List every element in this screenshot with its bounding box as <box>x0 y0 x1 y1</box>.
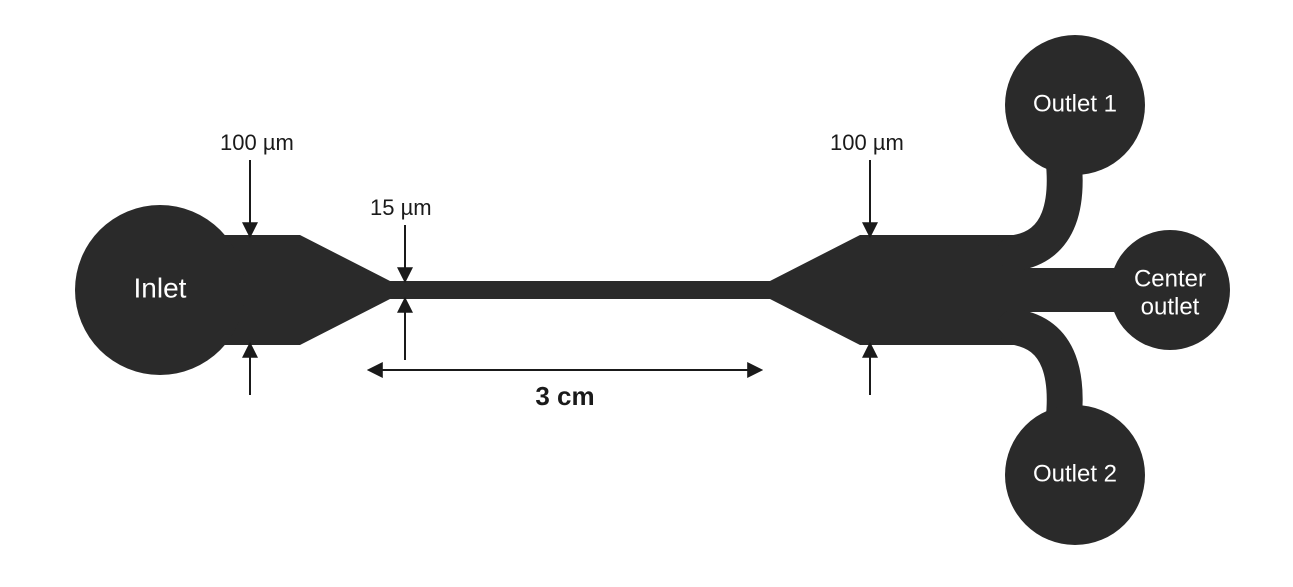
dim-left-width-label: 100 µm <box>220 130 294 155</box>
inlet-port-label: Inlet <box>134 272 187 303</box>
channel-body <box>180 235 1020 345</box>
center-outlet-port-label2: outlet <box>1141 293 1200 320</box>
center-outlet-port-label: Center <box>1134 265 1206 292</box>
outlet2-port-label: Outlet 2 <box>1033 460 1117 487</box>
dim-length-label: 3 cm <box>535 381 594 411</box>
dim-channel-width-label: 15 µm <box>370 195 432 220</box>
outlet1-port-label: Outlet 1 <box>1033 90 1117 117</box>
dim-right-width-label: 100 µm <box>830 130 904 155</box>
